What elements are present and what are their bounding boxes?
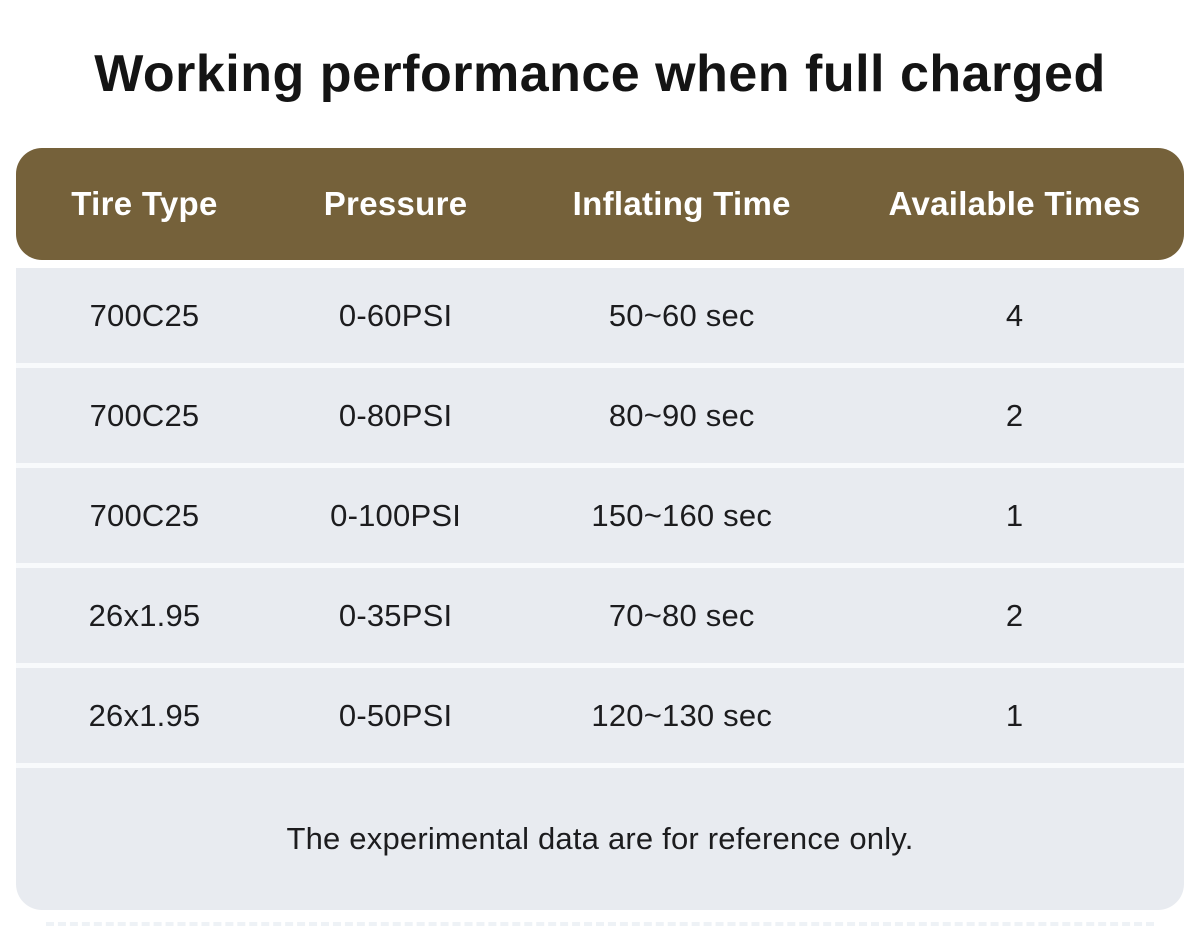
column-header-pressure: Pressure — [323, 185, 468, 222]
table-row: 700C25 0-80PSI 80~90 sec 2 — [16, 368, 1184, 468]
table-footer: The experimental data are for reference … — [16, 768, 1184, 910]
cell-inflating-time: 80~90 sec — [608, 397, 755, 433]
cell-pressure: 0-60PSI — [338, 297, 453, 333]
page-title: Working performance when full charged — [94, 45, 1106, 103]
cutoff-next-section-divider — [46, 922, 1154, 926]
cell-tire-type: 700C25 — [89, 397, 200, 433]
cell-inflating-time: 70~80 sec — [608, 597, 755, 633]
column-header-tire-type: Tire Type — [71, 185, 218, 222]
table-row: 700C25 0-100PSI 150~160 sec 1 — [16, 468, 1184, 568]
cell-tire-type: 700C25 — [89, 297, 200, 333]
column-header-available-times: Available Times — [888, 185, 1141, 222]
performance-table: Tire Type Pressure Inflating Time Availa… — [16, 148, 1184, 926]
table-row: 700C25 0-60PSI 50~60 sec 4 — [16, 268, 1184, 368]
table-header-row: Tire Type Pressure Inflating Time Availa… — [16, 148, 1184, 260]
cell-available-times: 2 — [1005, 397, 1024, 433]
cell-available-times: 1 — [1005, 497, 1024, 533]
cell-available-times: 4 — [1005, 297, 1024, 333]
cell-tire-type: 700C25 — [89, 497, 200, 533]
table-row: 26x1.95 0-35PSI 70~80 sec 2 — [16, 568, 1184, 668]
cell-tire-type: 26x1.95 — [88, 597, 201, 633]
cell-pressure: 0-100PSI — [330, 497, 462, 533]
column-header-inflating-time: Inflating Time — [572, 185, 791, 222]
cell-pressure: 0-80PSI — [338, 397, 453, 433]
cell-available-times: 1 — [1005, 697, 1024, 733]
cell-inflating-time: 150~160 sec — [591, 497, 773, 533]
cell-pressure: 0-50PSI — [338, 697, 453, 733]
cell-pressure: 0-35PSI — [338, 597, 453, 633]
cell-inflating-time: 120~130 sec — [591, 697, 773, 733]
cell-tire-type: 26x1.95 — [88, 697, 201, 733]
table-row: 26x1.95 0-50PSI 120~130 sec 1 — [16, 668, 1184, 768]
cell-inflating-time: 50~60 sec — [608, 297, 755, 333]
cell-available-times: 2 — [1005, 597, 1024, 633]
reference-note: The experimental data are for reference … — [286, 821, 914, 856]
